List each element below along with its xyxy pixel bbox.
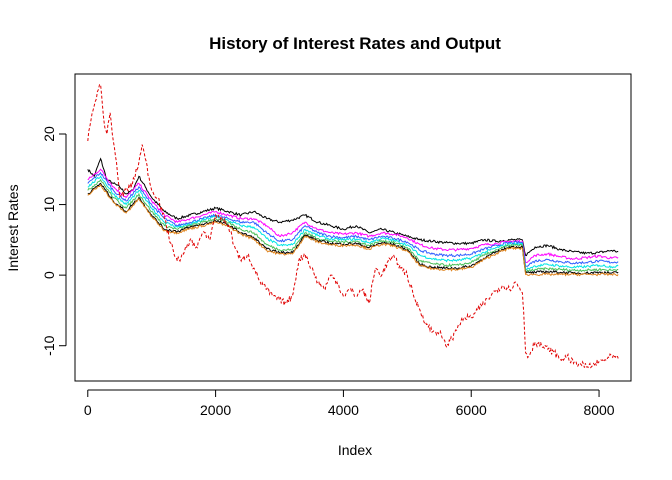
y-tick-label: 20 bbox=[41, 126, 57, 142]
series-line-4 bbox=[87, 175, 619, 271]
series-layer bbox=[87, 84, 619, 369]
x-axis-label: Index bbox=[338, 442, 372, 458]
plot-frame bbox=[74, 73, 632, 382]
y-tick-label: 10 bbox=[41, 197, 57, 213]
x-tick-label: 0 bbox=[84, 402, 92, 418]
x-tick-label: 8000 bbox=[583, 402, 614, 418]
series-line-1 bbox=[87, 157, 619, 257]
chart-title: History of Interest Rates and Output bbox=[209, 34, 501, 53]
x-tick-label: 6000 bbox=[456, 402, 487, 418]
series-line-7 bbox=[87, 183, 619, 277]
x-axis: 0 2000 4000 6000 8000 bbox=[84, 389, 615, 418]
y-tick-label: 0 bbox=[41, 271, 57, 279]
series-line-2 bbox=[87, 168, 619, 264]
y-axis-label: Interest Rates bbox=[5, 184, 21, 271]
series-line-6 bbox=[87, 182, 619, 275]
x-tick-label: 2000 bbox=[200, 402, 231, 418]
y-tick-label: -10 bbox=[41, 335, 57, 355]
series-line-3 bbox=[87, 171, 619, 267]
series-line-8 bbox=[87, 84, 619, 369]
y-axis: -10 0 10 20 bbox=[41, 126, 67, 356]
x-tick-label: 4000 bbox=[328, 402, 359, 418]
series-line-5 bbox=[87, 178, 619, 273]
